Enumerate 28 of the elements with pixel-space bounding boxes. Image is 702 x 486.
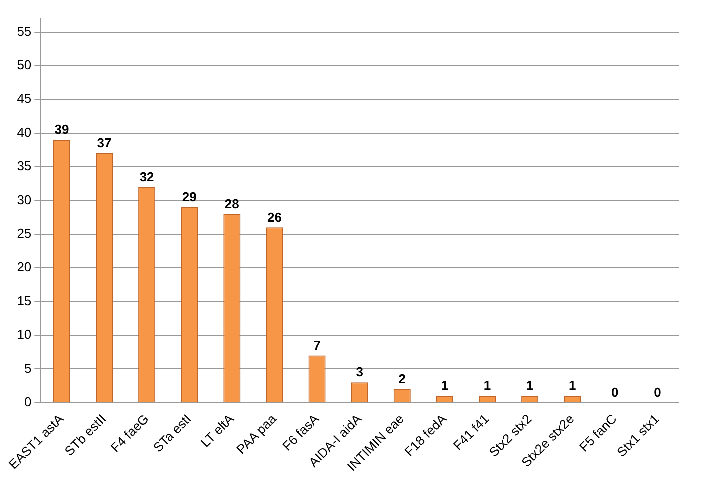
data-label: 26 [267,210,282,225]
data-label: 32 [140,169,154,184]
y-tick-label: 30 [17,192,32,208]
data-label: 37 [97,136,112,151]
y-tick-label: 5 [24,360,32,376]
data-label: 1 [568,378,576,394]
y-tick-label: 20 [17,260,32,275]
data-label: 1 [441,378,449,394]
y-tick-label: 0 [24,394,32,410]
y-tick-label: 35 [17,158,32,174]
data-label: 0 [612,384,619,400]
data-label: 0 [654,384,662,400]
y-tick-label: 10 [17,327,32,342]
data-label: 7 [314,338,321,353]
data-label: 3 [356,364,364,380]
y-tick-label: 15 [17,293,32,308]
x-tick-label: STa estI [150,411,194,456]
data-label: 29 [182,190,197,205]
data-label: 1 [484,378,492,394]
y-tick-label: 45 [17,91,32,106]
y-tick-label: 50 [17,58,32,73]
y-tick-label: 55 [17,24,32,39]
data-label: 28 [224,196,240,212]
data-label: 39 [54,122,70,138]
y-tick-label: 40 [17,124,32,140]
data-label: 1 [526,378,534,394]
y-tick-label: 25 [17,226,32,241]
data-label: 2 [398,371,406,386]
